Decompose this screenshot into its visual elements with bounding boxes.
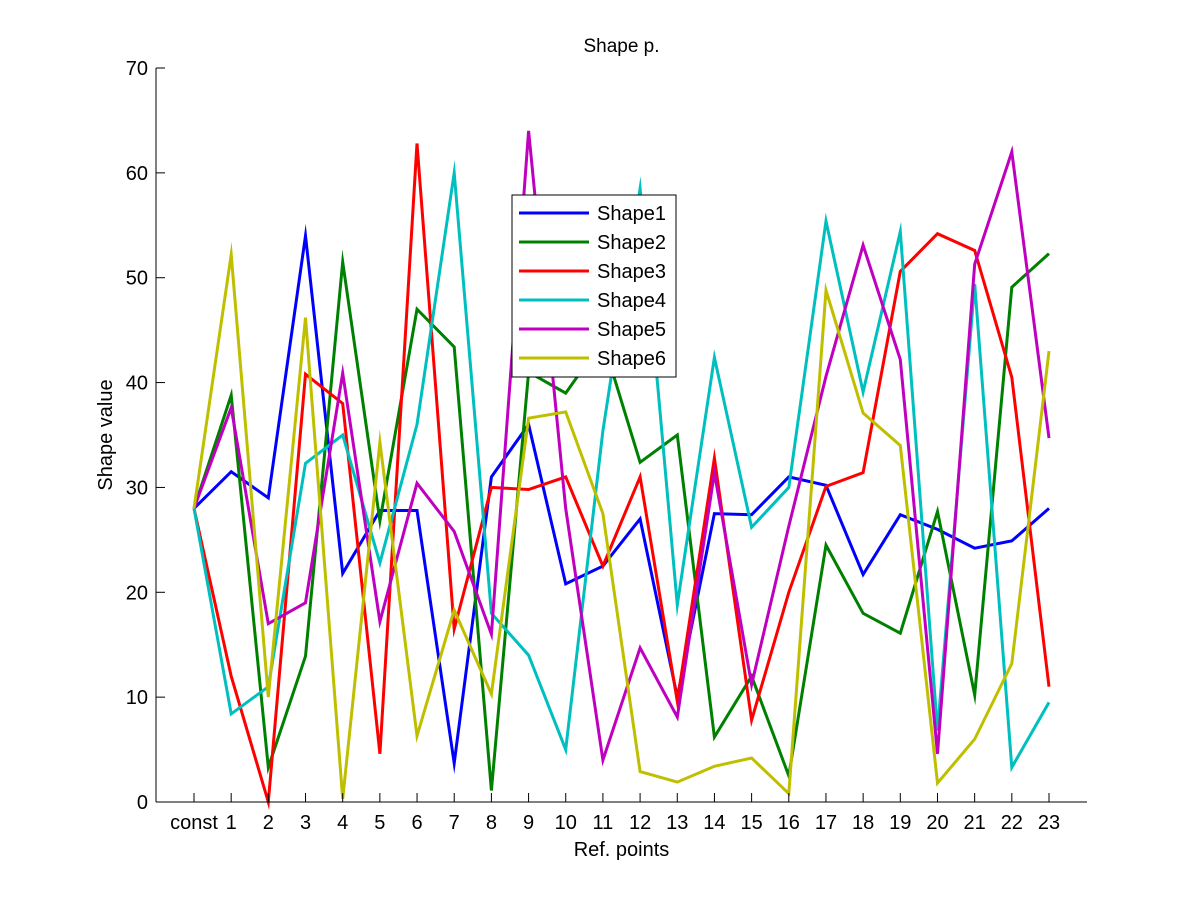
series-line-2 (192, 249, 1051, 791)
legend-label-1: Shape1 (597, 203, 666, 225)
x-tick-label: 22 (1001, 812, 1023, 834)
x-tick-label: 16 (778, 812, 800, 834)
legend-label-4: Shape4 (597, 290, 666, 312)
x-tick-label: 14 (703, 812, 725, 834)
series-line-1 (192, 223, 1050, 775)
x-tick-label: 9 (523, 812, 534, 834)
x-tick-label: 13 (666, 812, 688, 834)
x-tick-label: 17 (815, 812, 837, 834)
x-tick-label: 6 (411, 812, 422, 834)
y-tick-label: 70 (126, 58, 148, 80)
y-tick-label: 60 (126, 163, 148, 185)
x-tick-label: 4 (337, 812, 348, 834)
x-tick-label: 19 (889, 812, 911, 834)
y-tick-label: 50 (126, 268, 148, 290)
x-tick-label: const (170, 812, 218, 834)
x-axis-title: Ref. points (574, 839, 670, 861)
x-tick-label: 20 (926, 812, 948, 834)
x-tick-label: 15 (740, 812, 762, 834)
plot-area (156, 68, 1087, 802)
series-line-3 (192, 143, 1051, 811)
x-tick-label: 18 (852, 812, 874, 834)
legend-label-3: Shape3 (597, 261, 666, 283)
x-tick-label: 21 (964, 812, 986, 834)
legend-label-5: Shape5 (597, 319, 666, 341)
legend: Shape1 Shape2 Shape3 Shape4 Shape5 Shape6 (511, 194, 677, 378)
x-tick-label: 8 (486, 812, 497, 834)
axes-layer: const 1 2 3 4 5 6 7 8 9 10 11 12 13 14 15 16 17 18 19 20 21 22… (126, 58, 1087, 834)
x-tick-label: 2 (263, 812, 274, 834)
legend-box (511, 194, 677, 378)
x-tick-label: 5 (374, 812, 385, 834)
y-tick-label: 0 (137, 792, 148, 814)
y-tick-label: 10 (126, 687, 148, 709)
legend-label-6: Shape6 (597, 348, 666, 370)
y-tick-label: 40 (126, 373, 148, 395)
x-tick-label: 10 (555, 812, 577, 834)
x-tick-label: 12 (629, 812, 651, 834)
series-line-5 (192, 130, 1051, 767)
x-tick-label: 7 (449, 812, 460, 834)
x-tick-label: 23 (1038, 812, 1060, 834)
y-tick-label: 30 (126, 477, 148, 499)
x-tick-label: 1 (226, 812, 237, 834)
chart-title: Shape p. (583, 36, 659, 57)
y-axis-title: Shape value (95, 379, 117, 490)
x-tick-label: 3 (300, 812, 311, 834)
x-tick-label: 11 (593, 812, 614, 834)
y-tick-label: 20 (126, 582, 148, 604)
legend-label-2: Shape2 (597, 232, 666, 254)
series-line-6 (192, 241, 1051, 800)
